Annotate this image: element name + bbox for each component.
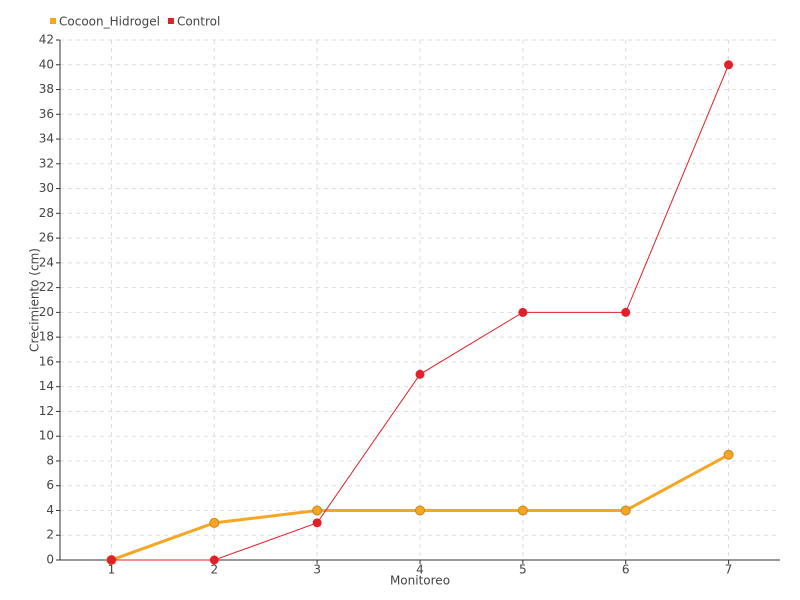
- data-point: [312, 505, 323, 516]
- data-point: [106, 555, 116, 565]
- x-tick-label: 3: [313, 563, 321, 577]
- y-tick-label: 10: [39, 429, 54, 443]
- y-tick-label: 4: [46, 503, 54, 517]
- y-tick-label: 36: [39, 107, 54, 121]
- x-tick-label: 5: [519, 563, 527, 577]
- y-tick-label: 20: [39, 305, 54, 319]
- data-point: [209, 555, 219, 565]
- legend-swatch: [167, 18, 174, 24]
- x-tick-label: 2: [210, 563, 218, 577]
- data-point: [415, 505, 425, 516]
- data-point: [723, 449, 734, 460]
- y-tick-label: 22: [39, 280, 54, 294]
- y-tick-label: 34: [39, 132, 54, 146]
- y-axis-label: Crecimiento (cm): [28, 248, 42, 352]
- y-tick-label: 16: [39, 354, 54, 368]
- y-tick-label: 24: [39, 255, 54, 269]
- x-axis-label: Monitoreo: [390, 574, 450, 588]
- y-tick-label: 38: [39, 82, 54, 96]
- y-tick-label: 2: [46, 528, 54, 542]
- x-tick-label: 7: [725, 563, 733, 577]
- data-point: [312, 518, 322, 528]
- x-tick-label: 4: [416, 563, 424, 577]
- x-tick-label: 1: [108, 563, 116, 577]
- y-tick-label: 30: [39, 181, 54, 195]
- data-point: [620, 505, 631, 516]
- x-tick-label: 6: [622, 563, 630, 577]
- y-tick-label: 18: [39, 330, 54, 344]
- data-point: [621, 307, 631, 317]
- legend-label: Control: [177, 15, 220, 29]
- y-tick-label: 6: [46, 478, 54, 492]
- y-tick-label: 14: [39, 379, 54, 393]
- legend-swatch: [50, 18, 56, 24]
- y-tick-label: 26: [39, 231, 54, 245]
- y-tick-label: 12: [39, 404, 54, 418]
- data-point: [517, 505, 528, 516]
- y-tick-label: 40: [39, 57, 54, 71]
- y-tick-label: 8: [46, 453, 54, 467]
- data-point: [724, 60, 734, 70]
- y-tick-label: 42: [39, 33, 54, 47]
- legend-label: Cocoon_Hidrogel: [59, 15, 160, 29]
- y-tick-label: 28: [39, 206, 54, 220]
- data-point: [415, 369, 425, 379]
- y-tick-label: 32: [39, 156, 54, 170]
- data-point: [209, 517, 220, 528]
- data-point: [518, 307, 528, 317]
- y-tick-label: 0: [46, 553, 54, 567]
